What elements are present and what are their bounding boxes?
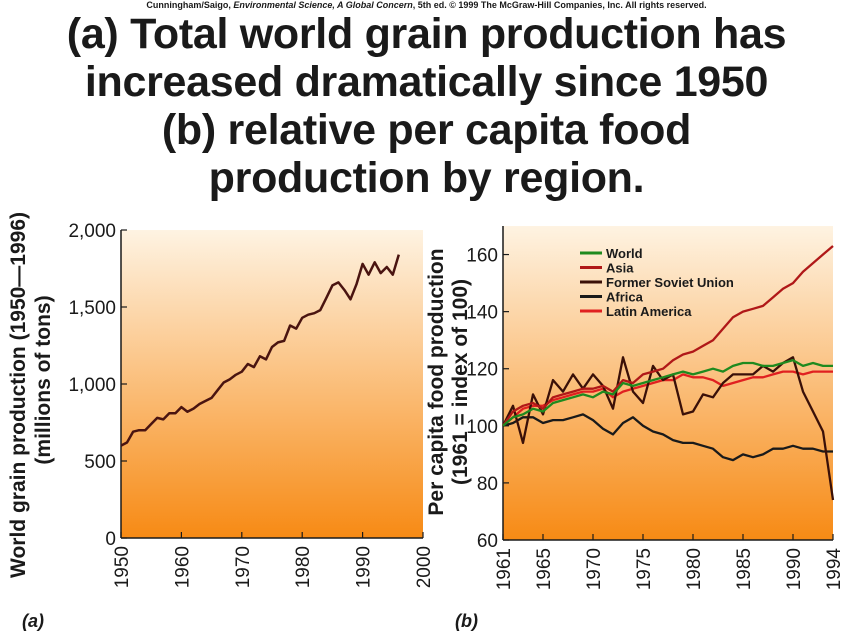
y-tick-label-a: 2,000 <box>68 221 116 242</box>
x-tick-label-b: 1990 <box>784 548 805 590</box>
series-line-asia <box>502 245 834 427</box>
legend-label-world: World <box>606 246 643 261</box>
series-line-latin-america <box>502 370 833 427</box>
legend-label-africa: Africa <box>606 290 644 305</box>
x-tick-label-a: 1980 <box>293 546 314 588</box>
y-tick-label-b: 100 <box>466 417 498 438</box>
y-tick-label-a: 1,000 <box>68 375 116 396</box>
y-axis-subtitle-a: (millions of tons) <box>32 295 55 464</box>
x-tick-label-b: 1975 <box>634 548 655 590</box>
plot-area-a <box>121 230 423 538</box>
x-tick-label-b: 1985 <box>734 548 755 590</box>
legend-label-asia: Asia <box>606 261 634 276</box>
series-line-africa <box>502 413 833 462</box>
y-axis-subtitle-b: (1961 = index of 100) <box>449 279 472 485</box>
y-tick-label-b: 120 <box>466 360 498 381</box>
x-tick-label-a: 1990 <box>354 546 375 588</box>
panel-a-grain-production-chart: 0 500 1,000 1,500 2,000 1950 1960 1970 1980 1990 2… <box>7 212 435 631</box>
x-tick-label-b: 1994 <box>824 548 845 591</box>
plot-area-b <box>503 226 833 540</box>
credit-rest: , 5th ed. © 1999 The McGraw-Hill Compani… <box>412 0 707 10</box>
x-tick-label-a: 1970 <box>233 546 254 588</box>
credit-book-title: Environmental Science, A Global Concern <box>233 0 413 10</box>
panel-label-b: (b) <box>455 611 478 631</box>
y-tick-label-b: 60 <box>477 531 498 552</box>
y-tick-label-b: 160 <box>466 246 498 267</box>
title-line-3: (b) relative per capita food <box>161 106 692 154</box>
x-tick-label-b: 1961 <box>494 548 515 590</box>
legend-label-latin-america: Latin America <box>606 304 692 319</box>
x-tick-label-a: 1960 <box>172 546 193 588</box>
y-tick-label-a: 0 <box>105 529 116 550</box>
y-tick-label-b: 80 <box>477 474 498 495</box>
y-tick-label-b: 140 <box>466 303 498 324</box>
legend-label-former-soviet-union: Former Soviet Union <box>606 275 734 290</box>
title-line-1: (a) Total world grain production has <box>66 10 787 58</box>
slide-title: (a) Total world grain production has inc… <box>0 10 853 202</box>
x-tick-label-a: 2000 <box>414 546 435 588</box>
y-axis-title-a: World grain production (1950—1996) <box>7 212 30 578</box>
series-line-grain-production <box>120 254 400 447</box>
x-tick-label-b: 1965 <box>534 548 555 590</box>
x-tick-label-b: 1980 <box>684 548 705 590</box>
x-tick-label-a: 1950 <box>112 546 133 588</box>
x-tick-label-b: 1970 <box>584 548 605 590</box>
y-tick-label-a: 500 <box>84 452 116 473</box>
y-tick-label-a: 1,500 <box>68 298 116 319</box>
credit-authors: Cunningham/Saigo, <box>146 0 231 10</box>
title-line-2: increased dramatically since 1950 <box>84 58 769 106</box>
y-axis-title-b: Per capita food production <box>425 248 448 515</box>
series-line-former-soviet-union <box>501 356 835 501</box>
panel-b-per-capita-food-chart: 60 80 100 120 140 160 1961 1965 1970 1975 1980 1985… <box>425 226 845 631</box>
series-line-world <box>502 359 833 427</box>
copyright-credit: Cunningham/Saigo, Environmental Science,… <box>0 0 853 11</box>
title-line-4: production by region. <box>208 154 645 202</box>
panel-label-a: (a) <box>22 611 44 631</box>
